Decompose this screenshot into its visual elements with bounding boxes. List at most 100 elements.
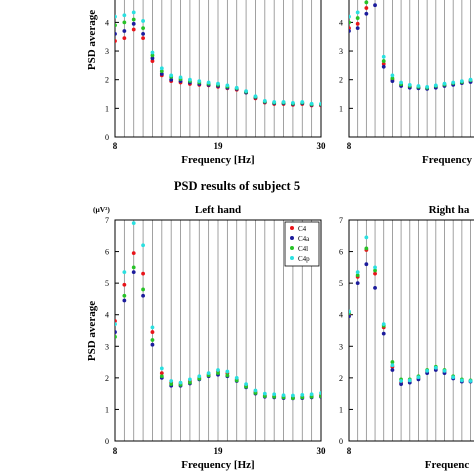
data-point-c4l: [131, 17, 136, 22]
data-point-c4a: [150, 342, 155, 347]
x-axis-label: Frequency: [422, 154, 472, 166]
data-point-c4: [381, 62, 386, 66]
data-point-c4p: [451, 375, 456, 380]
data-point-c4p: [425, 84, 430, 89]
data-point-c4p: [442, 369, 447, 373]
data-point-c4p: [188, 77, 192, 82]
data-point-c4p: [468, 77, 473, 82]
x-tick-label: 8: [113, 141, 118, 151]
data-point-c4l: [115, 23, 117, 28]
data-point-c4l: [188, 380, 192, 385]
data-point-c4p: [272, 100, 277, 104]
data-point-c4: [141, 36, 145, 41]
y-tick-label: 4: [339, 18, 343, 27]
data-point-c4p: [468, 379, 473, 383]
data-point-c4l: [355, 273, 360, 278]
x-tick-label: 19: [214, 141, 224, 151]
y-tick-label: 0: [105, 133, 109, 142]
x-tick-label: 8: [347, 446, 352, 456]
data-point-c4p: [169, 73, 174, 78]
data-point-c4p: [407, 82, 412, 87]
data-point-c4p: [225, 369, 230, 374]
data-point-c4l: [349, 20, 351, 25]
y-axis-label: PSD average: [86, 301, 98, 361]
data-point-c4a: [131, 21, 136, 26]
data-point-c4a: [355, 281, 360, 286]
data-points: [115, 10, 321, 108]
data-point-c4p: [355, 10, 360, 15]
data-point-c4p: [262, 391, 267, 396]
data-point-c4: [349, 26, 351, 31]
data-point-c4l: [159, 374, 164, 379]
data-point-c4a: [381, 64, 386, 69]
data-point-c4p: [281, 393, 286, 398]
data-point-c4p: [159, 66, 164, 71]
data-point-c4p: [234, 85, 239, 90]
legend-marker: [290, 246, 294, 250]
data-point-c4p: [131, 221, 136, 226]
data-point-c4p: [234, 375, 239, 380]
data-point-c4p: [300, 393, 305, 397]
data-point-c4p: [319, 391, 321, 395]
data-point-c4p: [399, 379, 403, 383]
data-point-c4a: [131, 270, 136, 274]
data-point-c4a: [364, 262, 369, 267]
data-point-c4p: [178, 380, 183, 385]
data-point-c4l: [122, 20, 127, 25]
data-point-c4l: [381, 59, 386, 63]
data-point-c4l: [225, 373, 230, 378]
data-point-c4l: [150, 53, 155, 58]
data-point-c4p: [355, 270, 360, 274]
y-tick-label: 1: [105, 104, 109, 113]
x-axis-label: Frequency [Hz]: [181, 154, 254, 166]
data-point-c4a: [169, 77, 174, 82]
data-point-c4l: [373, 268, 377, 273]
data-point-c4a: [122, 29, 127, 33]
legend-entry: C4a: [298, 235, 310, 243]
data-point-c4: [150, 330, 155, 334]
data-point-c4a: [141, 293, 145, 298]
data-point-c4p: [122, 13, 127, 18]
data-point-c4p: [451, 80, 456, 85]
y-tick-label: 3: [105, 47, 109, 56]
legend-entry: C4: [298, 225, 307, 233]
data-point-c4a: [355, 26, 360, 31]
data-point-c4p: [416, 375, 421, 380]
y-tick-label: 6: [105, 248, 109, 257]
data-point-c4l: [390, 76, 395, 81]
x-tick-label: 8: [113, 446, 118, 456]
y-tick-label: 5: [339, 279, 343, 288]
data-point-c4l: [169, 382, 174, 387]
data-point-c4p: [141, 19, 145, 23]
data-point-c4p: [131, 10, 136, 15]
chart-panel-bottom-right: 0 1 2 3 4 5 6 7 8 Frequenc Right ha: [339, 204, 474, 471]
y-tick-label: 1: [105, 405, 109, 414]
data-point-c4p: [150, 50, 155, 55]
data-point-c4: [355, 21, 360, 26]
y-tick-label: 2: [105, 374, 109, 383]
y-tick-label: 7: [339, 216, 343, 225]
data-point-c4p: [381, 322, 386, 327]
data-point-c4l: [141, 287, 145, 292]
data-point-c4a: [349, 29, 351, 33]
data-point-c4: [122, 36, 127, 41]
y-tick-label: 4: [105, 18, 109, 27]
legend-marker: [290, 256, 294, 260]
data-point-c4a: [349, 314, 351, 319]
data-point-c4p: [291, 101, 295, 105]
chart-panel-top-right: 1 2 3 4 8 Frequency: [339, 0, 474, 166]
data-point-c4p: [115, 322, 117, 327]
y-tick-label: 0: [339, 437, 343, 446]
data-point-c4p: [319, 101, 321, 106]
x-tick-label: 19: [214, 446, 224, 456]
data-point-c4p: [225, 83, 230, 88]
data-point-c4a: [381, 331, 386, 336]
data-points: [115, 221, 321, 401]
data-point-c4a: [390, 368, 395, 372]
data-point-c4: [131, 251, 136, 256]
data-point-c4p: [188, 377, 192, 382]
legend-entry: C4p: [298, 255, 310, 263]
x-tick-label: 30: [317, 141, 327, 151]
y-tick-label: 1: [339, 104, 343, 113]
